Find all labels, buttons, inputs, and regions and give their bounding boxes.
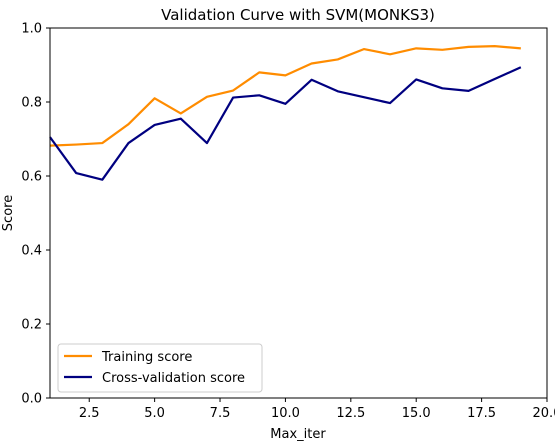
series-line-training-score [49, 45, 521, 147]
x-tick-label: 20.0 [533, 406, 555, 421]
plot-lines [49, 45, 522, 181]
y-axis-label: Score [1, 195, 16, 231]
plot-frame [49, 27, 548, 399]
series-line-cross-validation-score [49, 66, 522, 181]
x-tick-label: 5.0 [144, 406, 165, 421]
x-tick-label: 12.5 [336, 406, 365, 421]
y-axis-ticks: 0.0 0.2 0.4 0.6 0.8 1.0 [21, 22, 50, 407]
x-tick-label: 10.0 [271, 406, 300, 421]
legend: Training score Cross-validation score [57, 343, 263, 393]
y-tick-label: 0.0 [21, 392, 42, 407]
x-tick-label: 2.5 [79, 406, 100, 421]
legend-box [57, 343, 263, 393]
y-tick-label: 0.6 [21, 170, 42, 185]
chart-title: Validation Curve with SVM(MONKS3) [161, 6, 435, 24]
x-tick-label: 17.5 [467, 406, 496, 421]
legend-label-cross-validation-score: Cross-validation score [102, 371, 245, 386]
x-tick-label: 15.0 [402, 406, 431, 421]
y-tick-label: 0.8 [21, 96, 42, 111]
y-tick-label: 0.2 [21, 318, 42, 333]
x-tick-label: 7.5 [210, 406, 231, 421]
x-axis-label: Max_iter [270, 427, 326, 442]
y-tick-label: 0.4 [21, 244, 42, 259]
legend-label-training-score: Training score [101, 350, 192, 365]
x-axis-ticks: 2.5 5.0 7.5 10.0 12.5 15.0 17.5 20.0 [79, 398, 555, 421]
y-tick-label: 1.0 [21, 22, 42, 37]
